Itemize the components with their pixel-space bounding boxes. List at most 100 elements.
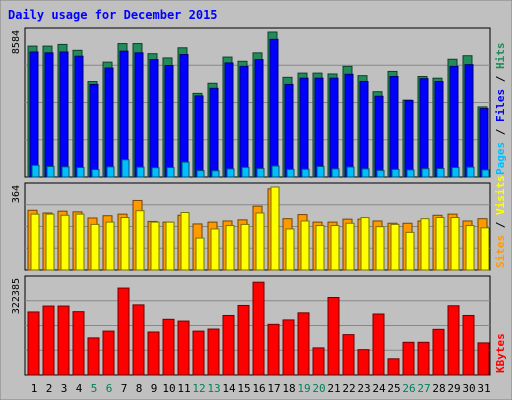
bar-pages [181,161,190,178]
bar-pages [91,169,100,178]
panel-bottom: 322385 [11,275,491,376]
day-label: 14 [222,382,236,395]
bar-files [149,59,159,178]
bar-files [239,65,249,178]
bar-files [269,38,279,178]
bar-visits [375,226,385,271]
day-label: 1 [31,382,38,395]
bar-visits [150,221,160,271]
bar-visits [120,217,130,271]
bar-visits [45,213,55,271]
legend-item-visits: Visits [494,175,507,215]
bar-pages [421,168,430,178]
bar-pages [61,166,70,178]
bar-pages [286,168,295,178]
day-label: 5 [91,382,98,395]
bar-files [164,65,174,178]
day-label: 17 [267,382,280,395]
bar-visits [135,210,145,271]
bar-files [329,77,339,178]
bar-visits [390,223,400,271]
bar-files [209,87,219,178]
bar-kbytes [57,305,70,376]
bar-visits [225,225,235,271]
bar-visits [450,217,460,271]
bar-kbytes [282,319,295,376]
bar-files [224,62,234,178]
bar-visits [465,225,475,271]
bar-kbytes [222,314,235,376]
legend-item-sites: Sites [494,235,507,268]
day-label: 13 [207,382,220,395]
legend-text: Pages / Files / Hits [494,43,507,176]
bar-files [404,99,414,178]
bar-pages [406,169,415,178]
bar-kbytes [327,296,340,376]
bar-pages [121,159,130,178]
bar-pages [76,167,85,178]
bar-files [74,55,84,178]
bar-kbytes [402,341,415,376]
bar-pages [316,166,325,178]
bar-files [434,81,444,178]
day-label: 2 [46,382,53,395]
bar-visits [105,221,115,271]
day-label: 23 [357,382,370,395]
bar-kbytes [162,318,175,376]
day-label: 26 [402,382,415,395]
bar-files [479,108,489,178]
bar-kbytes [27,311,40,376]
bar-visits [330,225,340,271]
bar-files [464,64,474,178]
bar-visits [360,217,370,271]
bar-pages [466,166,475,178]
bar-pages [106,166,115,178]
bar-kbytes [267,323,280,376]
bar-visits [255,212,265,271]
bar-kbytes [147,331,160,376]
bar-visits [270,186,280,271]
bar-visits [90,223,100,271]
bar-pages [226,168,235,178]
bar-pages [301,168,310,178]
legend-text: KBytes [494,333,507,373]
bar-kbytes [42,305,55,376]
bar-pages [46,166,55,178]
bar-files [284,83,294,178]
day-label: 8 [136,382,143,395]
bar-kbytes [312,347,325,376]
legend-text: Sites / Visits [494,175,507,268]
day-label: 6 [106,382,113,395]
day-label: 12 [192,382,205,395]
legend-item-files: Files [494,89,507,122]
day-axis-labels: 1 2 3 4 5 6 7 8 9 10 11 12 13 14 15 16 17 18 19 20 21 22 23 24 2… [31,382,491,395]
bar-files [44,52,54,178]
bar-visits [30,213,40,271]
bar-kbytes [447,305,460,376]
bar-pages [271,165,280,178]
bar-files [299,77,309,178]
legend-separator: / [494,69,507,89]
bar-pages [211,170,220,178]
bar-visits [210,228,220,271]
bar-files [254,59,264,178]
chart-title: Daily usage for December 2015 [8,8,218,22]
day-label: 28 [432,382,445,395]
day-label: 16 [252,382,265,395]
bar-visits [315,225,325,271]
bar-pages [391,168,400,178]
bar-pages [151,167,160,178]
bar-pages [31,164,40,178]
bar-kbytes [372,313,385,376]
bar-visits [345,222,355,271]
chart-panels: 8584 364 322385 [11,27,491,376]
bar-files [314,77,324,178]
bar-kbytes [72,311,85,376]
bar-pages [331,168,340,178]
legend-item-pages: Pages [494,142,507,175]
day-label: 19 [297,382,310,395]
bar-files [29,51,39,178]
bar-visits [285,228,295,271]
legend-separator: / [494,122,507,142]
